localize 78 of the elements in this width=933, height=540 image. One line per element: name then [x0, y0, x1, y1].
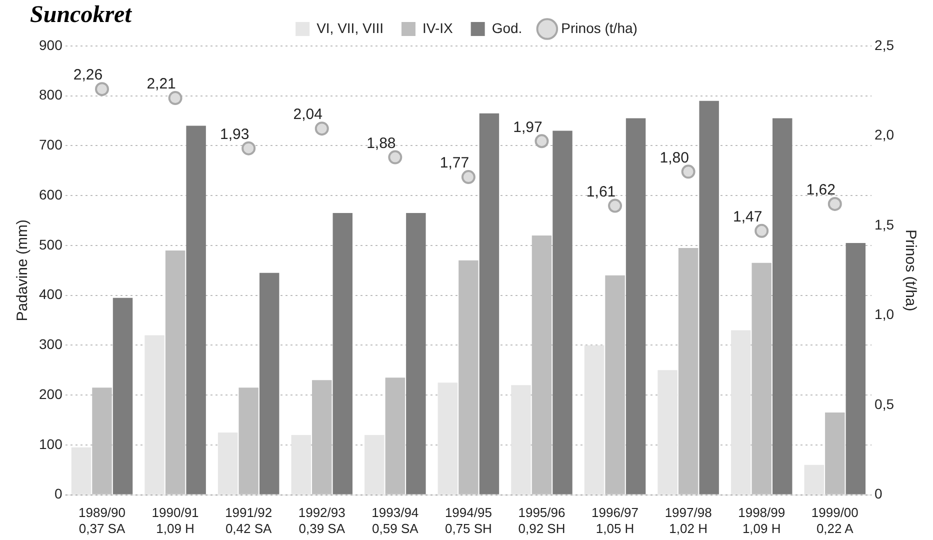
- data-label: 1,93: [220, 126, 250, 143]
- bar: [259, 272, 280, 494]
- bar: [71, 447, 92, 494]
- chart-title: Suncokret: [30, 2, 132, 29]
- y-tick-label: 800: [39, 86, 63, 103]
- legend-label: Prinos (t/ha): [561, 20, 638, 36]
- x-tick-label: 1991/92 0,42 SA: [225, 505, 272, 536]
- bar: [332, 213, 352, 494]
- point: [461, 170, 476, 184]
- bar: [626, 118, 646, 494]
- y2-axis-title: Prinos (t/ha): [902, 230, 919, 312]
- point: [534, 134, 549, 148]
- bar: [479, 113, 500, 494]
- legend-label: IV-IX: [422, 20, 454, 36]
- bar: [804, 464, 824, 494]
- bar: [846, 242, 866, 494]
- data-label: 1,61: [586, 183, 616, 200]
- x-tick-label: 1998/99 1,09 H: [738, 505, 786, 536]
- y-tick-label: 500: [39, 236, 63, 252]
- bar: [364, 434, 384, 494]
- point: [168, 91, 182, 106]
- bar: [772, 118, 792, 494]
- bar: [511, 385, 531, 494]
- x-tick-label: 1996/97 1,05 H: [592, 505, 639, 536]
- x-tick-label: 1997/98 1,02 H: [664, 505, 712, 536]
- y-tick-label: 900: [39, 36, 63, 53]
- x-tick-label: 1989/90 0,37 SA: [78, 505, 126, 536]
- y2-tick-label: 2,5: [874, 36, 894, 53]
- bar: [291, 434, 311, 494]
- point: [388, 150, 402, 164]
- bar: [406, 213, 426, 494]
- data-label: 2,04: [293, 106, 322, 124]
- y-tick-label: 200: [39, 386, 63, 402]
- y-axis-title: Padavine (mm): [14, 220, 32, 322]
- data-label: 1,97: [513, 118, 542, 136]
- data-label: 2,26: [73, 66, 103, 84]
- y2-tick-label: 2,0: [874, 126, 894, 143]
- data-label: 1,47: [733, 208, 762, 226]
- legend-label: VI, VII, VIII: [316, 20, 384, 36]
- y2-tick-label: 0,5: [874, 396, 894, 412]
- bar: [186, 126, 206, 494]
- point: [828, 196, 842, 211]
- x-tick-label: 1995/96 0,92 SH: [518, 505, 566, 536]
- point: [754, 224, 769, 238]
- x-tick-label: 1994/95 0,75 SH: [444, 505, 492, 536]
- y-tick-label: 300: [39, 336, 63, 352]
- bar: [658, 370, 678, 494]
- data-label: 1,88: [366, 134, 396, 152]
- data-label: 2,21: [146, 76, 176, 93]
- point: [242, 141, 256, 156]
- legend-label: God.: [492, 20, 522, 36]
- y2-tick-label: 1,5: [874, 216, 894, 232]
- x-tick-label: 1993/94 0,59 SA: [372, 505, 419, 536]
- y-tick-label: 600: [39, 186, 63, 202]
- bar: [112, 298, 133, 494]
- bar: [144, 335, 164, 494]
- bar: [699, 100, 719, 494]
- y2-tick-label: 1,0: [874, 306, 894, 322]
- point: [314, 122, 329, 136]
- y-tick-label: 100: [39, 436, 63, 452]
- bar: [730, 330, 751, 494]
- bar: [552, 130, 572, 494]
- data-label: 1,77: [440, 154, 470, 172]
- x-tick-label: 1992/93 0,39 SA: [298, 505, 346, 536]
- point: [95, 82, 110, 96]
- y2-tick-label: 0: [874, 486, 883, 502]
- bar: [584, 345, 604, 494]
- point: [681, 164, 696, 179]
- bar: [438, 382, 458, 494]
- data-label: 1,62: [806, 182, 836, 199]
- y-tick-label: 700: [39, 136, 63, 153]
- data-label: 1,80: [660, 149, 689, 166]
- y-tick-label: 0: [54, 486, 63, 502]
- x-tick-label: 1990/91 1,09 H: [152, 505, 199, 536]
- bar: [218, 432, 238, 494]
- x-tick-label: 1999/00 0,22 A: [811, 505, 858, 536]
- y-tick-label: 400: [39, 286, 63, 302]
- point: [608, 198, 622, 213]
